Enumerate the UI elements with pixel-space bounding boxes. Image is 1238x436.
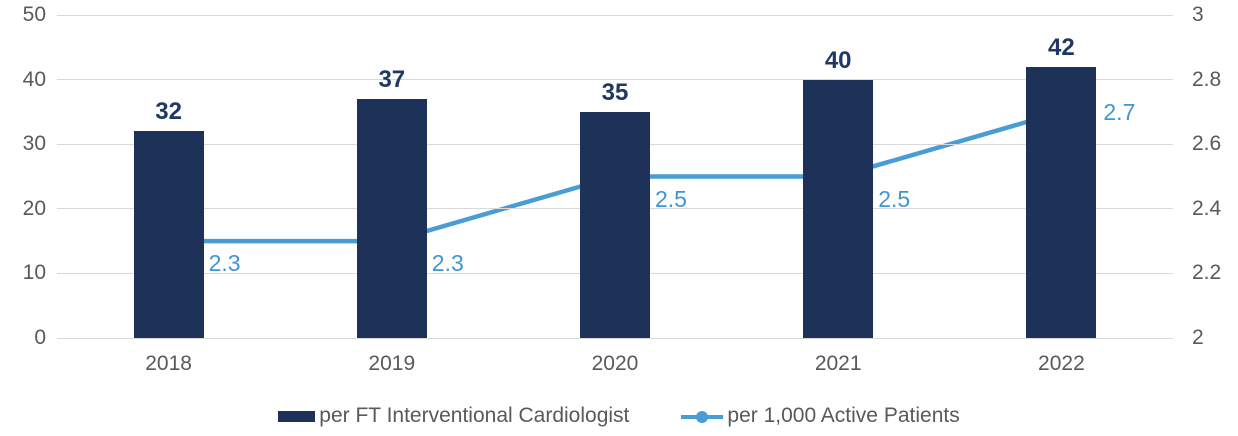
line-data-label: 2.3 <box>431 250 464 277</box>
x-axis-tick-label: 2020 <box>591 352 639 375</box>
left-axis-tick-label: 30 <box>22 132 46 156</box>
chart-legend: per FT Interventional Cardiologist per 1,… <box>0 399 1238 433</box>
bar-2022 <box>1026 66 1097 338</box>
left-axis-tick-label: 10 <box>22 261 46 285</box>
bar-2020 <box>580 111 650 338</box>
gridline <box>57 337 1173 339</box>
line-data-label: 2.3 <box>208 250 241 277</box>
left-axis-tick-label: 50 <box>22 3 46 26</box>
gridline <box>57 14 1173 16</box>
legend-item-line: per 1,000 Active Patients <box>681 404 960 428</box>
legend-label: per 1,000 Active Patients <box>727 404 960 427</box>
bar-data-label: 35 <box>601 78 629 106</box>
bar-data-label: 40 <box>824 46 852 74</box>
legend-label: per FT Interventional Cardiologist <box>319 404 630 427</box>
legend-item-bar: per FT Interventional Cardiologist <box>278 404 629 428</box>
line-data-label: 2.5 <box>655 185 687 212</box>
legend-line-dot <box>696 410 709 423</box>
x-axis-tick-label: 2019 <box>368 352 416 375</box>
legend-line-marker-icon <box>681 410 724 423</box>
line-data-label: 2.7 <box>1103 98 1136 125</box>
x-axis-tick-label: 2021 <box>814 352 862 375</box>
x-axis-tick-label: 2018 <box>145 352 192 375</box>
left-axis-tick-label: 0 <box>34 326 46 349</box>
right-axis-tick-label: 3 <box>1192 3 1204 26</box>
bar-data-label: 42 <box>1048 33 1075 61</box>
left-axis-tick-label: 40 <box>22 67 46 91</box>
left-axis-tick-label: 20 <box>22 196 46 220</box>
right-axis-tick-label: 2.2 <box>1192 261 1222 285</box>
bar-data-label: 32 <box>155 98 182 126</box>
line-data-label: 2.5 <box>878 185 911 212</box>
bar-data-label: 37 <box>378 65 406 93</box>
right-axis-tick-label: 2 <box>1192 326 1204 349</box>
gridline <box>57 79 1173 81</box>
right-axis-tick-label: 2.4 <box>1192 196 1222 220</box>
bar-2021 <box>803 79 874 338</box>
x-axis-tick-label: 2022 <box>1038 352 1085 375</box>
right-axis-tick-label: 2.6 <box>1192 132 1222 156</box>
bar-2019 <box>356 98 427 338</box>
right-axis-tick-label: 2.8 <box>1192 67 1222 91</box>
bar-2018 <box>133 131 204 338</box>
legend-bar-swatch-icon <box>278 410 316 422</box>
